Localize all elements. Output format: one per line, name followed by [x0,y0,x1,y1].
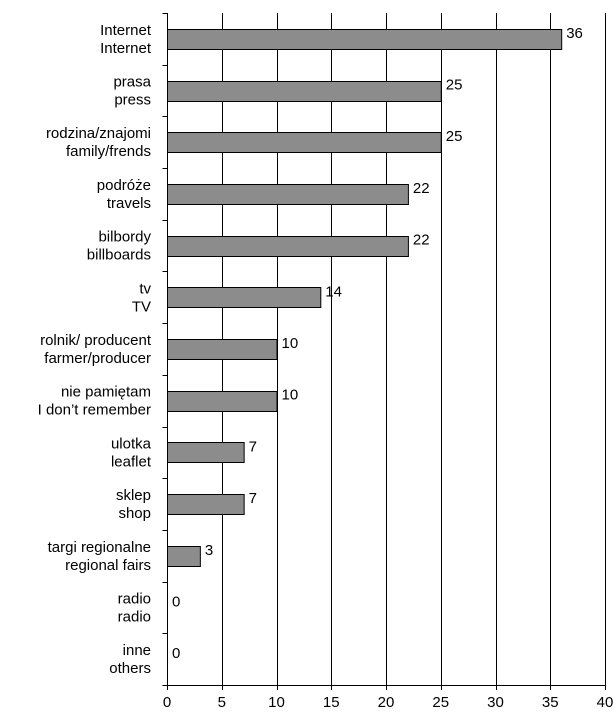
bar [167,81,442,102]
data-label: 22 [413,180,430,197]
x-tick-label: 15 [323,694,340,711]
category-label-line2: regional fairs [65,557,151,574]
x-tick-label: 25 [432,694,449,711]
x-tick-label: 0 [163,694,171,711]
bar [167,29,563,50]
category-label-line2: billboards [87,247,151,264]
bar [167,546,201,567]
category-label-line2: others [109,660,151,677]
category-label-line1: ulotka [111,435,152,452]
x-tick-label: 35 [542,694,559,711]
data-label: 22 [413,232,430,249]
category-label-line2: family/frends [66,143,151,160]
x-tick-label: 40 [597,694,614,711]
category-label-line2: shop [118,505,151,522]
category-label-line2: leaflet [111,453,152,470]
category-label-line1: sklep [116,487,151,504]
data-label: 3 [205,542,213,559]
x-tick-label: 10 [268,694,285,711]
category-label-line1: Internet [100,22,152,39]
data-label: 10 [282,387,299,404]
category-label-line1: nie pamiętam [61,384,151,401]
category-label-line2: travels [107,195,151,212]
bar [167,236,409,257]
x-tick-label: 30 [487,694,504,711]
category-label-line1: rolnik/ producent [40,332,152,349]
category-label-line2: radio [118,608,151,625]
category-label-line1: inne [123,642,151,659]
data-label: 7 [249,490,257,507]
bar [167,494,245,515]
data-label: 25 [446,128,463,145]
category-label-line2: TV [132,298,151,315]
data-label: 25 [446,77,463,94]
bar [167,132,442,153]
data-label: 36 [566,25,583,42]
bar [167,442,245,463]
data-label: 0 [172,645,180,662]
category-label-line1: podróże [97,177,151,194]
bar [167,287,322,308]
bar [167,391,278,412]
data-label: 14 [325,283,342,300]
data-label: 10 [282,335,299,352]
x-tick-label: 20 [378,694,395,711]
category-label-line1: radio [118,590,151,607]
category-label-line1: prasa [113,74,151,91]
bar [167,339,278,360]
bar [167,184,409,205]
category-label-line2: press [114,92,151,109]
data-label: 0 [172,593,180,610]
category-label-line1: rodzina/znajomi [46,125,151,142]
data-label: 7 [249,438,257,455]
category-label-line1: bilbordy [98,229,151,246]
category-label-line2: I don’t remember [38,402,151,419]
x-tick-label: 5 [218,694,226,711]
category-label-line1: tv [139,280,151,297]
category-label-line2: farmer/producer [44,350,151,367]
category-label-line1: targi regionalne [48,539,151,556]
category-label-line2: Internet [100,40,152,57]
